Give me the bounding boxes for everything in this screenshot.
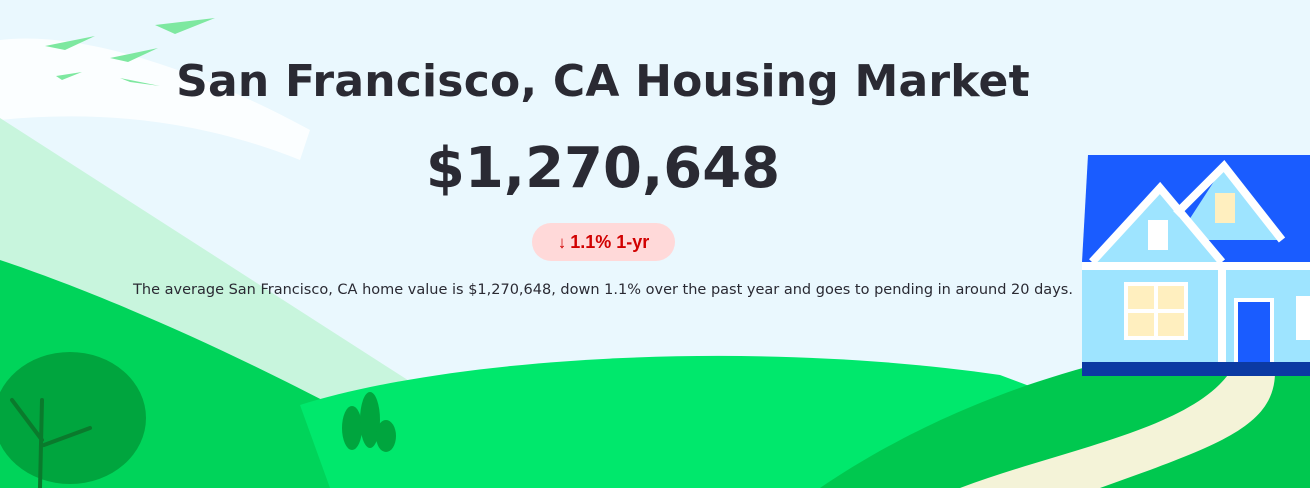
- average-home-value: $1,270,648: [425, 136, 781, 201]
- page-title: San Francisco, CA Housing Market: [176, 56, 1030, 107]
- yearly-change-label: 1.1% 1-yr: [570, 231, 650, 252]
- birds-illustration: [45, 18, 215, 86]
- market-description: The average San Francisco, CA home value…: [133, 282, 1073, 298]
- down-arrow-icon: ↓: [557, 232, 567, 252]
- tree-illustration: [0, 352, 146, 488]
- house-path: [960, 372, 1275, 488]
- house-illustration: [1082, 155, 1310, 376]
- bush-illustration: [342, 392, 396, 452]
- yearly-change-badge: ↓ 1.1% 1-yr: [532, 223, 675, 261]
